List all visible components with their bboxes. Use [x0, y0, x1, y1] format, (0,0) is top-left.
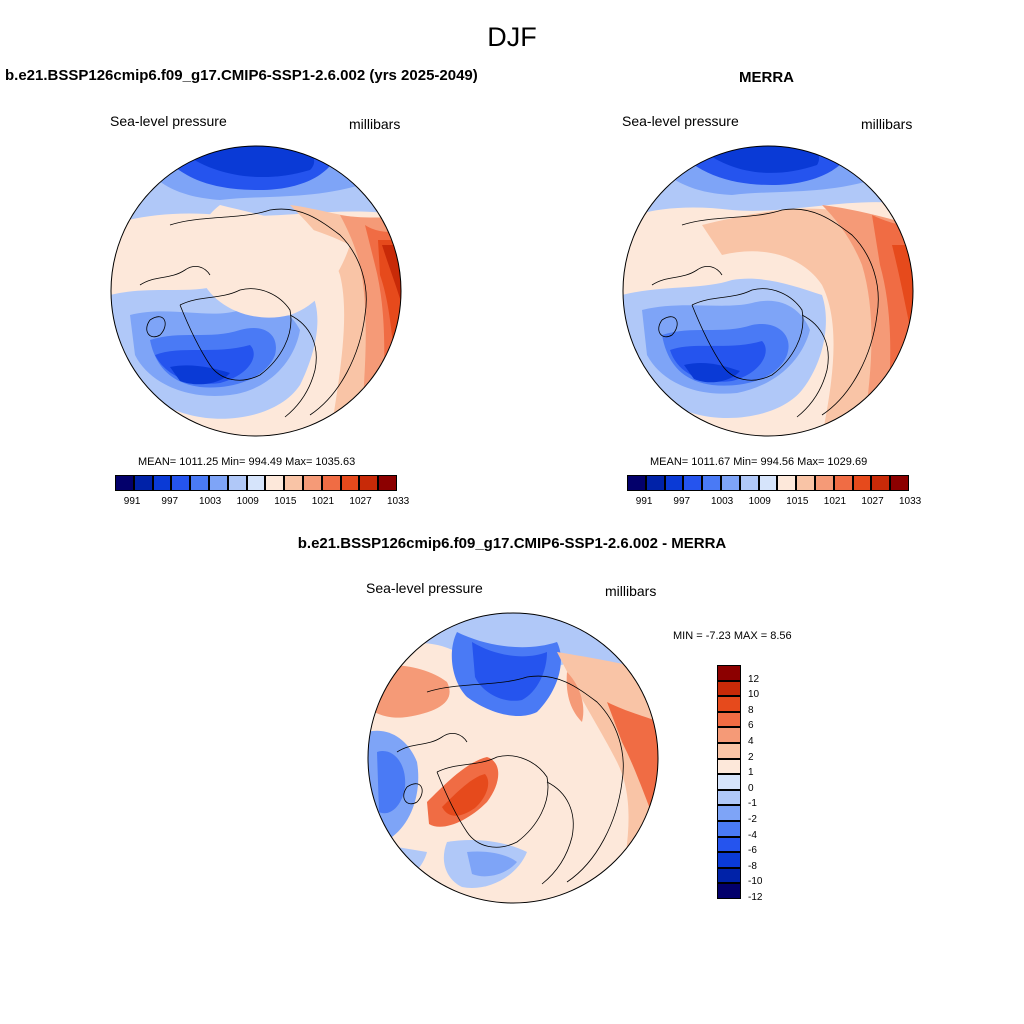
colorbar-swatch	[721, 475, 740, 491]
colorbar-swatch	[190, 475, 209, 491]
colorbar-swatch	[890, 475, 909, 491]
colorbar-tick: 1021	[311, 496, 335, 507]
obs-panel-title: MERRA	[739, 69, 794, 86]
colorbar-swatch	[852, 475, 872, 491]
colorbar-tick: 1003	[199, 496, 222, 507]
colorbar-swatch	[717, 836, 741, 853]
diff-polar-map	[367, 612, 659, 904]
colorbar-swatch	[796, 475, 815, 491]
model-stats: MEAN= 1011.25 Min= 994.49 Max= 1035.63	[138, 456, 356, 468]
colorbar-swatch	[739, 475, 759, 491]
model-units-label: millibars	[349, 116, 401, 132]
colorbar-swatch	[833, 475, 853, 491]
colorbar-tick: -2	[748, 814, 757, 825]
colorbar-swatch	[664, 475, 684, 491]
colorbar-swatch	[378, 475, 397, 491]
colorbar-swatch	[717, 696, 741, 712]
colorbar-tick: 997	[673, 496, 691, 507]
colorbar-swatch	[152, 475, 172, 491]
colorbar-tick: 1033	[899, 496, 922, 507]
colorbar-tick: 991	[123, 496, 141, 507]
colorbar-swatch	[717, 743, 741, 759]
colorbar-swatch	[133, 475, 153, 491]
diff-colorbar-ticks: 12 10 8 6 4 2 1 0 -1 -2 -4 -6 -8 -10 -12	[748, 665, 788, 903]
colorbar-tick: 1009	[748, 496, 771, 507]
colorbar-tick: 1009	[236, 496, 259, 507]
colorbar-tick: 1027	[861, 496, 884, 507]
obs-units-label: millibars	[861, 116, 913, 132]
colorbar-tick: 997	[161, 496, 179, 507]
colorbar-swatch	[717, 774, 741, 790]
colorbar-swatch	[359, 475, 379, 491]
colorbar-swatch	[717, 665, 741, 681]
colorbar-tick: 1003	[711, 496, 734, 507]
colorbar-swatch	[265, 475, 285, 491]
obs-polar-map	[622, 145, 914, 437]
colorbar-swatch	[645, 475, 665, 491]
model-panel-title: b.e21.BSSP126cmip6.f09_g17.CMIP6-SSP1-2.…	[5, 67, 478, 84]
obs-stats: MEAN= 1011.67 Min= 994.56 Max= 1029.69	[650, 456, 868, 468]
diff-stats: MIN = -7.23 MAX = 8.56	[673, 630, 792, 642]
obs-colorbar-ticks: 991 997 1003 1009 1015 1021 1027 1033	[627, 496, 921, 510]
colorbar-tick: -8	[748, 860, 757, 872]
colorbar-swatch	[717, 789, 741, 806]
colorbar-swatch	[717, 867, 741, 884]
colorbar-tick: 6	[748, 720, 754, 732]
colorbar-swatch	[702, 475, 721, 491]
model-colorbar	[115, 475, 397, 491]
colorbar-swatch	[303, 475, 322, 491]
colorbar-swatch	[717, 852, 741, 868]
colorbar-swatch	[717, 758, 741, 775]
colorbar-tick: 12	[748, 673, 760, 685]
colorbar-swatch	[871, 475, 891, 491]
colorbar-tick: 8	[748, 704, 754, 716]
colorbar-tick: 1015	[274, 496, 297, 507]
model-polar-map	[110, 145, 402, 437]
colorbar-tick: 10	[748, 689, 760, 701]
colorbar-swatch	[815, 475, 834, 491]
colorbar-tick: -12	[748, 892, 763, 903]
page-title: DJF	[487, 22, 537, 52]
colorbar-swatch	[777, 475, 797, 491]
colorbar-tick: 2	[748, 751, 754, 763]
diff-panel-title: b.e21.BSSP126cmip6.f09_g17.CMIP6-SSP1-2.…	[297, 535, 727, 552]
diff-colorbar	[717, 665, 741, 899]
colorbar-tick: 1015	[786, 496, 809, 507]
diff-units-label: millibars	[605, 583, 657, 599]
colorbar-swatch	[171, 475, 191, 491]
colorbar-tick: 1027	[349, 496, 372, 507]
colorbar-tick: 4	[748, 736, 754, 747]
colorbar-tick: -1	[748, 798, 757, 810]
colorbar-swatch	[717, 821, 741, 837]
colorbar-tick: -4	[748, 829, 757, 841]
colorbar-tick: 1033	[387, 496, 410, 507]
obs-colorbar	[627, 475, 909, 491]
obs-variable-label: Sea-level pressure	[622, 113, 739, 129]
colorbar-swatch	[227, 475, 247, 491]
colorbar-swatch	[627, 475, 646, 491]
colorbar-swatch	[321, 475, 341, 491]
colorbar-swatch	[115, 475, 134, 491]
colorbar-tick: 1021	[823, 496, 847, 507]
colorbar-tick: 0	[748, 782, 754, 794]
colorbar-tick: -10	[748, 876, 763, 888]
model-colorbar-ticks: 991 997 1003 1009 1015 1021 1027 1033	[115, 496, 409, 510]
colorbar-swatch	[246, 475, 266, 491]
colorbar-swatch	[717, 711, 741, 728]
colorbar-swatch	[717, 883, 741, 899]
colorbar-swatch	[209, 475, 228, 491]
colorbar-tick: -6	[748, 845, 757, 857]
colorbar-swatch	[717, 805, 741, 821]
colorbar-tick: 991	[635, 496, 653, 507]
model-variable-label: Sea-level pressure	[110, 113, 227, 129]
colorbar-swatch	[758, 475, 778, 491]
diff-variable-label: Sea-level pressure	[366, 580, 483, 596]
colorbar-tick: 1	[748, 767, 754, 779]
colorbar-swatch	[717, 680, 741, 697]
colorbar-swatch	[340, 475, 360, 491]
colorbar-swatch	[683, 475, 703, 491]
colorbar-swatch	[284, 475, 303, 491]
colorbar-swatch	[717, 727, 741, 743]
